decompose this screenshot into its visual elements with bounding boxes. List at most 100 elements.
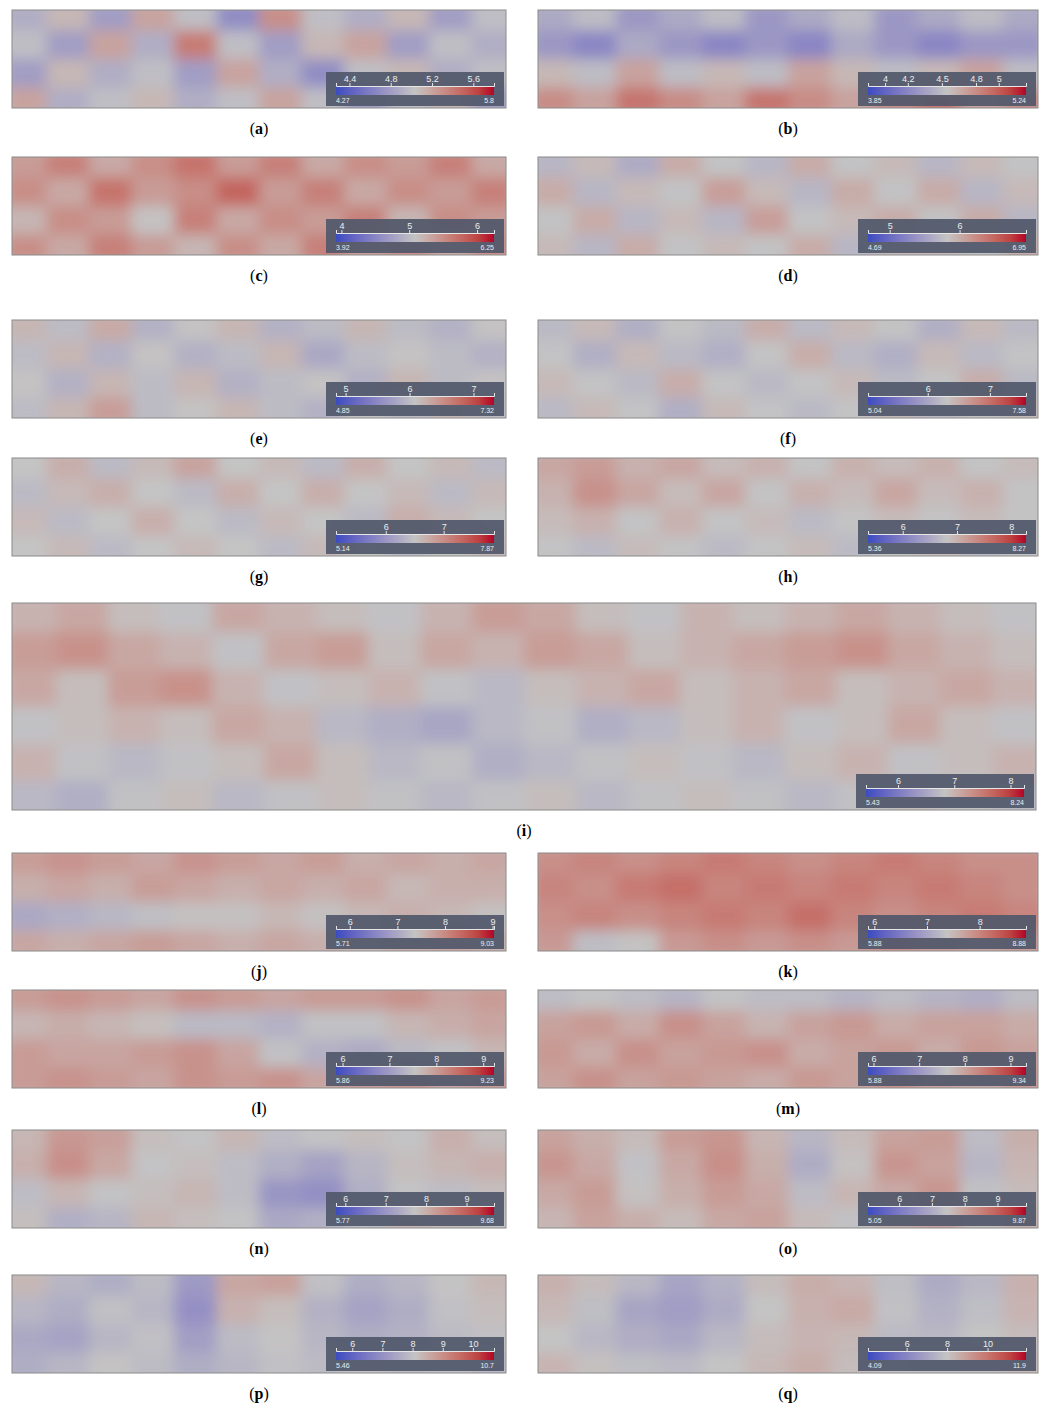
cells — [12, 853, 506, 951]
cell — [538, 369, 574, 399]
cell — [659, 88, 703, 109]
cell — [917, 990, 961, 1012]
field — [12, 157, 506, 255]
cell — [788, 536, 832, 557]
colorbar-tick-label: 4.4 — [344, 74, 357, 84]
cell — [573, 1068, 617, 1089]
colorbar-tick-label: 9 — [481, 1054, 486, 1064]
cell — [368, 669, 421, 707]
cell — [89, 320, 133, 342]
cell — [472, 178, 507, 208]
cell — [702, 1011, 746, 1041]
cell — [1003, 320, 1038, 342]
cell — [259, 1130, 303, 1152]
colorbar-axis-line — [337, 230, 495, 234]
field — [538, 1275, 1038, 1373]
cell — [217, 1296, 261, 1326]
cell — [960, 874, 1004, 904]
field — [538, 10, 1038, 108]
colorbar-tick: 6 — [905, 1339, 910, 1351]
cell — [132, 1179, 176, 1209]
cell — [573, 1275, 617, 1297]
cell — [745, 1151, 789, 1181]
cell — [836, 669, 889, 707]
cell — [174, 1208, 218, 1229]
cell — [659, 479, 703, 509]
colorbar-tick: 4.5 — [936, 74, 949, 86]
panel-label: (b) — [778, 120, 798, 138]
frame — [12, 157, 506, 255]
colorbar-gradient — [336, 396, 494, 405]
cell — [89, 1151, 133, 1181]
colorbar: 67895.869.23 — [326, 1052, 504, 1086]
cell — [12, 874, 48, 904]
cell — [316, 632, 369, 670]
colorbar-tick-label: 7 — [472, 384, 477, 394]
colorbar-box — [326, 382, 504, 416]
cell — [702, 931, 746, 952]
panel-label: (q) — [778, 1385, 798, 1403]
cell — [616, 1011, 660, 1041]
cell — [174, 536, 218, 557]
cell — [659, 178, 703, 208]
colorbar-tick-label: 7 — [395, 917, 400, 927]
colorbar-max-label: 7.32 — [480, 407, 494, 414]
cell — [217, 1039, 261, 1069]
cell — [616, 59, 660, 89]
cell — [217, 88, 261, 109]
cell — [960, 853, 1004, 875]
panel: 4.44.85.25.64.275.8 — [4, 2, 515, 117]
cell — [538, 931, 574, 952]
cell — [259, 902, 303, 932]
colorbar-tick-label: 5 — [997, 74, 1002, 84]
cell — [538, 31, 574, 61]
cell — [702, 31, 746, 61]
cell — [174, 31, 218, 61]
cell — [538, 178, 574, 208]
cell — [429, 178, 473, 208]
panel-label: (g) — [250, 568, 269, 586]
cell — [573, 1130, 617, 1152]
cell — [132, 507, 176, 537]
cell — [745, 853, 789, 875]
cell — [831, 1275, 875, 1297]
panel-label: (i) — [516, 822, 531, 840]
colorbar-tick: 6 — [384, 522, 389, 534]
colorbar-tick-label: 7 — [380, 1339, 385, 1349]
cell — [12, 59, 48, 89]
cell — [831, 341, 875, 371]
colorbar-tick: 5.6 — [468, 74, 481, 86]
cell — [174, 458, 218, 480]
cell — [47, 88, 91, 109]
cell — [368, 781, 421, 810]
cell — [732, 669, 785, 707]
colorbar-axis: 6789 — [337, 1054, 495, 1067]
cell — [573, 874, 617, 904]
colorbar-max-label: 5.8 — [484, 97, 494, 104]
cell — [745, 235, 789, 256]
colorbar-min-label: 5.71 — [336, 940, 350, 947]
colorbar-box — [858, 382, 1036, 416]
field — [538, 157, 1038, 255]
cell — [259, 1296, 303, 1326]
cell — [538, 853, 574, 875]
cell — [745, 1068, 789, 1089]
colorbar-gradient — [868, 1351, 1026, 1360]
cell — [788, 1011, 832, 1041]
cell — [992, 669, 1036, 707]
cell — [524, 669, 577, 707]
panel-label: (f) — [780, 430, 796, 448]
cell — [387, 1296, 431, 1326]
cell — [659, 458, 703, 480]
cell — [12, 341, 48, 371]
colorbar-axis: 6789 — [337, 1194, 495, 1207]
cell — [788, 320, 832, 342]
cell — [302, 178, 346, 208]
cell — [47, 178, 91, 208]
cell — [788, 1324, 832, 1354]
cell — [659, 536, 703, 557]
cell — [89, 369, 133, 399]
cell — [429, 1275, 473, 1297]
cell — [659, 902, 703, 932]
cell — [174, 369, 218, 399]
